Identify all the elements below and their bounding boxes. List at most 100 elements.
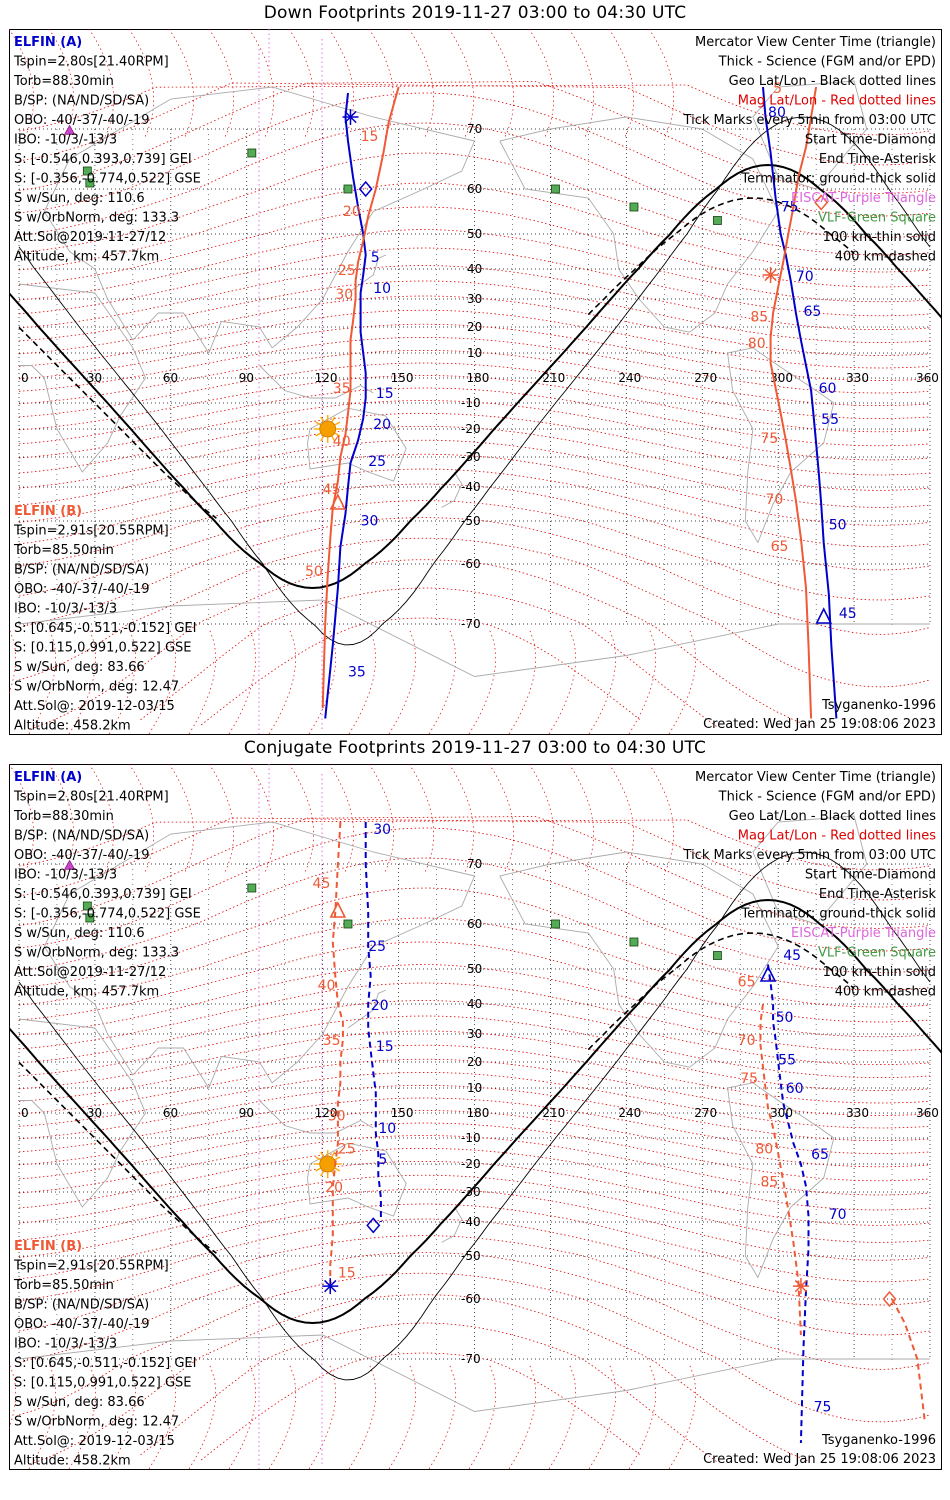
elfin-a-info-line: ELFIN (A) — [14, 770, 82, 785]
lon-tick-label: 120 — [315, 1106, 338, 1120]
mag-latitude-line — [18, 206, 931, 288]
created-label: Created: Wed Jan 25 19:08:06 2023 — [703, 717, 936, 732]
mag-meridian-south — [588, 628, 616, 735]
terminator-400km-east — [587, 197, 855, 315]
elfin-a-tick-label-east: 45 — [783, 948, 801, 964]
mag-meridian-south — [548, 1363, 576, 1470]
mag-meridian-north — [568, 764, 594, 875]
mag-latitude-line — [18, 84, 931, 136]
mag-meridian-north — [168, 29, 194, 140]
panel-title-down: Down Footprints 2019-11-27 03:00 to 04:3… — [263, 3, 687, 23]
elfin-a-info-line: S w/OrbNorm, deg: 133.3 — [14, 946, 179, 961]
legend-line: EISCAT-Purple Triangle — [791, 191, 936, 206]
lon-tick-label: 240 — [618, 1106, 641, 1120]
legend-line: Start Time-Diamond — [805, 868, 936, 883]
lat-tick-label: -40 — [461, 480, 481, 494]
elfin-a-track-west-dashed — [364, 822, 382, 1222]
mag-latitude-line — [18, 816, 931, 929]
elfin-a-tick-label-east: 65 — [803, 304, 821, 320]
legend-line: EISCAT-Purple Triangle — [791, 926, 936, 941]
vlf-station-square — [551, 919, 560, 929]
lat-tick-label: -60 — [461, 1292, 481, 1306]
mag-meridian-south — [308, 628, 336, 735]
elfin-b-tick-label: 50 — [305, 564, 323, 580]
mag-latitude-line — [18, 1084, 931, 1142]
lat-tick-label: 60 — [467, 917, 482, 931]
lat-tick-label: -20 — [461, 1157, 481, 1171]
lat-tick-label: -70 — [461, 1352, 481, 1366]
vlf-station-square — [551, 184, 560, 194]
elfin-a-tick-label-east: 80 — [768, 105, 786, 121]
elfin-a-tick-label: 5 — [371, 250, 380, 266]
elfin-a-tick-label-east: 55 — [778, 1053, 796, 1069]
lon-tick-label: 300 — [770, 1106, 793, 1120]
mag-meridian-north — [528, 29, 554, 140]
mag-meridian-south — [308, 1363, 336, 1470]
elfin-b-track-west-dashed — [329, 821, 344, 1291]
elfin-b-tick-label: 30 — [335, 287, 353, 303]
mag-latitude-line — [18, 1135, 931, 1196]
elfin-a-info-line: Altitude, km: 457.7km — [14, 250, 159, 265]
mag-meridian-north — [128, 764, 154, 875]
lon-tick-label: 90 — [239, 1106, 254, 1120]
mag-latitude-line — [18, 483, 931, 571]
elfin-a-tick-label-east: 70 — [829, 1207, 847, 1223]
sun-ray — [315, 432, 322, 437]
mag-meridian-south — [108, 1363, 136, 1470]
vlf-station-square — [629, 937, 639, 947]
mag-meridian-north — [488, 29, 514, 140]
lat-tick-label: 20 — [467, 320, 482, 334]
mag-latitude-line — [18, 1110, 931, 1168]
mag-latitude-line — [18, 1015, 931, 1079]
vlf-station-square — [713, 951, 722, 960]
elfin-a-info-line: S: [-0.356,-0.774,0.522] GSE — [14, 172, 201, 187]
mag-meridian-south — [68, 628, 96, 735]
mag-latitude-line — [18, 500, 931, 601]
elfin-a-tick-label-east: 70 — [796, 269, 814, 285]
terminator-400km-west — [18, 1061, 217, 1254]
mag-latitude-line — [18, 1044, 931, 1104]
mag-latitude-line — [140, 587, 718, 728]
elfin-a-tick-label: 25 — [368, 939, 386, 955]
lat-tick-label: 10 — [467, 346, 482, 360]
elfin-b-info-line: Torb=85.50min — [13, 1278, 114, 1293]
mag-latitude-line — [18, 265, 931, 331]
elfin-b-start-diamond — [814, 194, 829, 211]
lat-tick-label: -30 — [461, 1185, 481, 1199]
terminator-400km-east — [587, 932, 855, 1050]
mag-meridian-north — [208, 764, 234, 875]
elfin-b-info-line: Att.Sol@: 2019-12-03/15 — [14, 1434, 175, 1449]
terminator-400km-west — [18, 326, 217, 519]
mag-latitude-line — [18, 941, 931, 1023]
eiscat-triangle — [63, 859, 76, 870]
elfin-b-end-asterisk — [792, 1278, 809, 1295]
sun-ray — [315, 1156, 322, 1161]
elfin-b-tick-label-east: 75 — [740, 1071, 758, 1087]
elfin-a-info-line: OBO: -40/-37/-40/-19 — [14, 848, 150, 863]
lon-tick-label: 30 — [87, 1106, 102, 1120]
elfin-a-tick-label: 25 — [368, 454, 386, 470]
lat-tick-label: 70 — [467, 857, 482, 871]
mag-latitude-line — [18, 323, 931, 381]
subsolar-point-icon — [319, 420, 337, 438]
sun-ray — [320, 435, 325, 442]
vlf-station-square — [343, 919, 353, 929]
elfin-b-tick-label: 20 — [325, 1180, 343, 1196]
coastline — [307, 407, 407, 482]
legend-line: Geo Lat/Lon - Black dotted lines — [729, 74, 937, 89]
elfin-b-info-line: Altitude: 458.2km — [14, 719, 131, 734]
mag-latitude-line — [18, 362, 931, 420]
sun-ray — [320, 1170, 325, 1177]
elfin-b-info-line: Tspin=2.91s[20.55RPM] — [13, 1259, 169, 1274]
elfin-b-tick-label-east: 75 — [760, 431, 778, 447]
mag-meridian-north — [248, 764, 274, 875]
mag-meridian-north — [208, 29, 234, 140]
legend-line: VLF-Green Square — [818, 211, 936, 226]
elfin-a-track-east — [762, 86, 838, 719]
mag-meridian-south — [228, 1363, 256, 1470]
mag-latitude-line — [18, 280, 931, 344]
legend-line: Mercator View Center Time (triangle) — [695, 35, 936, 50]
elfin-b-tick-label: 15 — [338, 1266, 356, 1282]
mag-meridian-south — [188, 628, 216, 735]
lat-tick-label: 10 — [467, 1081, 482, 1095]
